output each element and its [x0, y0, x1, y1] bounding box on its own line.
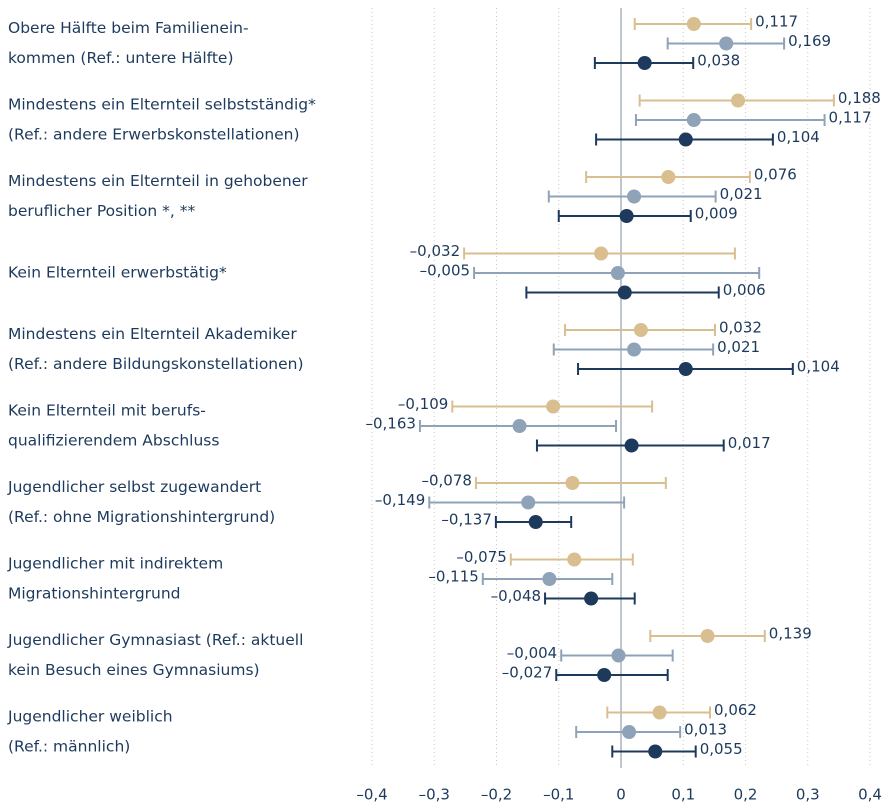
value-label: 0,021: [720, 185, 763, 203]
value-label: –0,075: [456, 548, 506, 566]
point-estimate: [719, 36, 734, 51]
point-estimate: [617, 285, 632, 300]
point-estimate: [686, 17, 701, 31]
category-label: Mindestens ein Elternteil in gehobener: [8, 172, 308, 190]
point-estimate: [542, 572, 557, 586]
category-label: Jugendlicher mit indirektem: [7, 555, 223, 573]
category-label: (Ref.: männlich): [8, 738, 130, 756]
x-tick-label: –0,4: [356, 786, 387, 804]
value-label: –0,048: [491, 587, 541, 605]
point-estimate: [597, 668, 612, 682]
point-estimate: [619, 209, 634, 223]
category-label: Jugendlicher weiblich: [7, 708, 173, 726]
category-label: Jugendlicher Gymnasiast (Ref.: aktuell: [7, 631, 303, 649]
category-label: Kein Elternteil mit berufs-: [8, 402, 206, 420]
category-label: (Ref.: ohne Migrationshintergrund): [8, 508, 275, 526]
value-label: –0,027: [502, 664, 552, 682]
value-label: –0,005: [420, 262, 470, 280]
value-label: 0,169: [788, 32, 831, 50]
value-label: –0,004: [507, 644, 557, 662]
value-label: 0,021: [717, 338, 760, 356]
point-estimate: [700, 629, 715, 643]
point-estimate: [637, 56, 652, 70]
category-label: (Ref.: andere Erwerbskonstellationen): [8, 126, 300, 144]
value-label: 0,104: [797, 358, 840, 376]
point-estimate: [528, 515, 543, 529]
value-label: –0,149: [375, 491, 425, 509]
x-tick-label: 0,3: [796, 786, 820, 804]
category-label: kommen (Ref.: untere Hälfte): [8, 49, 234, 67]
value-label: 0,117: [829, 109, 872, 127]
point-estimate: [633, 323, 648, 337]
point-estimate: [627, 342, 642, 357]
x-tick-label: 0: [616, 786, 626, 804]
value-label: –0,163: [365, 415, 415, 433]
x-tick-label: –0,2: [481, 786, 512, 804]
value-label: 0,188: [838, 89, 881, 107]
category-label: Mindestens ein Elternteil selbstständig*: [8, 96, 316, 114]
category-label: Obere Hälfte beim Familienein-: [8, 19, 249, 37]
x-tick-label: 0,1: [671, 786, 695, 804]
value-label: –0,078: [422, 472, 472, 490]
value-label: 0,076: [754, 166, 797, 184]
point-estimate: [546, 399, 561, 414]
value-label: 0,032: [719, 319, 762, 337]
x-tick-label: 0,4: [858, 786, 882, 804]
category-label: Migrationshintergrund: [8, 585, 181, 603]
value-label: –0,115: [428, 568, 478, 586]
point-estimate: [584, 591, 599, 606]
point-estimate: [661, 170, 676, 184]
value-label: 0,062: [714, 701, 757, 719]
category-label: (Ref.: andere Bildungskonstellationen): [8, 355, 304, 373]
value-label: –0,137: [441, 511, 491, 529]
value-label: 0,139: [769, 625, 812, 643]
category-label: Kein Elternteil erwerbstätig*: [8, 264, 227, 282]
value-label: 0,006: [723, 281, 766, 299]
point-estimate: [624, 438, 639, 453]
category-label: qualifizierendem Abschluss: [8, 432, 219, 450]
value-label: –0,032: [410, 242, 460, 260]
point-estimate: [521, 495, 536, 510]
value-label: –0,109: [398, 395, 448, 413]
point-estimate: [678, 362, 693, 376]
point-estimate: [627, 189, 642, 204]
point-estimate: [678, 132, 693, 147]
point-estimate: [731, 93, 746, 108]
point-estimate: [610, 266, 625, 280]
x-tick-label: –0,3: [419, 786, 450, 804]
point-estimate: [652, 705, 667, 720]
category-label: Jugendlicher selbst zugewandert: [7, 478, 261, 496]
point-estimate: [594, 246, 609, 261]
x-tick-label: –0,1: [543, 786, 574, 804]
value-label: 0,117: [755, 13, 798, 31]
point-estimate: [611, 648, 626, 663]
category-label: beruflicher Position *, **: [8, 202, 195, 220]
point-estimate: [567, 552, 582, 567]
category-label: Mindestens ein Elternteil Akademiker: [8, 325, 297, 343]
point-estimate: [686, 113, 701, 127]
category-label: kein Besuch eines Gymnasiums): [8, 661, 260, 679]
value-label: 0,038: [697, 52, 740, 70]
point-estimate: [622, 725, 637, 739]
value-label: 0,017: [728, 434, 771, 452]
point-estimate: [648, 744, 663, 759]
x-tick-label: 0,2: [734, 786, 758, 804]
value-label: 0,009: [695, 205, 738, 223]
value-label: 0,055: [700, 740, 743, 758]
point-estimate: [512, 419, 527, 433]
value-label: 0,104: [777, 128, 820, 146]
value-label: 0,013: [684, 721, 727, 739]
point-estimate: [565, 476, 580, 490]
